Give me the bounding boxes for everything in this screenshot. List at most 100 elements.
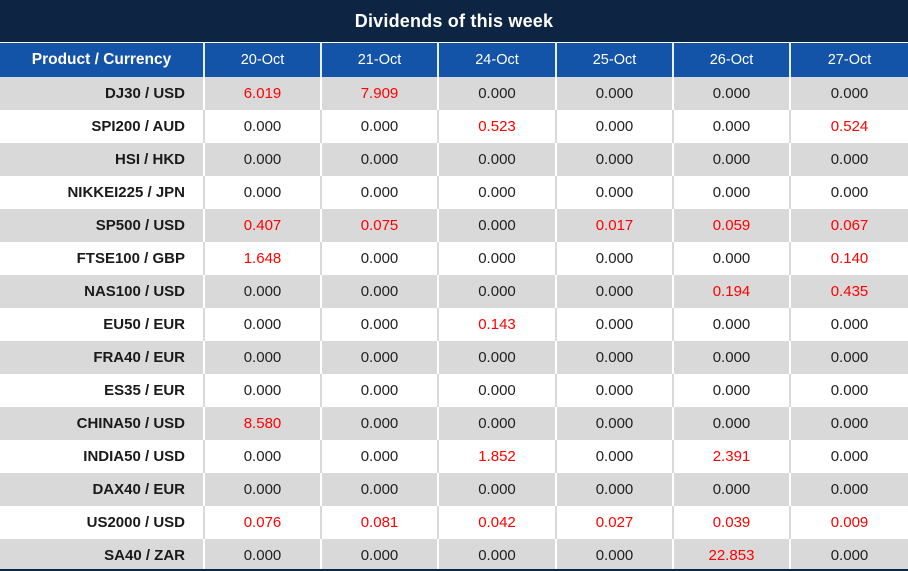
product-cell: EU50 / EUR bbox=[103, 315, 185, 333]
dividend-value-cell: 0.000 bbox=[203, 109, 321, 143]
dividend-value-cell: 0.000 bbox=[789, 142, 908, 176]
dividend-value-cell: 0.000 bbox=[203, 340, 321, 374]
dividend-value-cell: 0.059 bbox=[672, 208, 790, 242]
dividend-value-cell: 0.000 bbox=[555, 76, 673, 110]
dividend-value-cell: 0.000 bbox=[320, 274, 438, 308]
column-header-date: 21-Oct bbox=[320, 42, 438, 77]
dividend-value-cell: 0.009 bbox=[789, 505, 908, 539]
dividend-value-cell: 0.000 bbox=[320, 406, 438, 440]
dividend-value-cell: 0.000 bbox=[320, 241, 438, 275]
dividend-value-cell: 0.000 bbox=[203, 274, 321, 308]
dividend-value-cell: 0.000 bbox=[437, 406, 556, 440]
product-cell: ES35 / EUR bbox=[104, 381, 185, 399]
dividend-value-cell: 0.042 bbox=[437, 505, 556, 539]
dividend-value-cell: 0.000 bbox=[672, 373, 790, 407]
product-cell: FRA40 / EUR bbox=[93, 348, 185, 366]
product-cell: DJ30 / USD bbox=[104, 84, 185, 102]
product-cell: DAX40 / EUR bbox=[92, 480, 185, 498]
column-header-date: 20-Oct bbox=[203, 42, 321, 77]
dividend-value-cell: 0.000 bbox=[437, 142, 556, 176]
product-cell: FTSE100 / GBP bbox=[76, 249, 185, 267]
dividend-value-cell: 0.000 bbox=[555, 175, 673, 209]
title-bar: Dividends of this week bbox=[0, 0, 908, 42]
table-row: US2000 / USD 0.076 0.081 0.042 0.027 0.039 0.0… bbox=[0, 505, 908, 539]
table-row: DJ30 / USD 6.019 7.909 0.000 0.000 0.000 0.000 bbox=[0, 76, 908, 110]
header-row: Product / Currency 20-Oct 21-Oct 24-Oct 25-O… bbox=[0, 42, 908, 77]
dividend-value-cell: 0.000 bbox=[789, 373, 908, 407]
dividend-value-cell: 0.000 bbox=[555, 307, 673, 341]
dividend-value-cell: 0.000 bbox=[789, 538, 908, 569]
column-header-date: 25-Oct bbox=[555, 42, 673, 77]
page-title: Dividends of this week bbox=[354, 10, 554, 31]
dividends-table: Product / Currency 20-Oct 21-Oct 24-Oct 25-O… bbox=[0, 42, 908, 569]
dividend-value-cell: 0.523 bbox=[437, 109, 556, 143]
dividend-value-cell: 0.000 bbox=[555, 439, 673, 473]
dividend-value-cell: 1.852 bbox=[437, 439, 556, 473]
dividend-value-cell: 0.194 bbox=[672, 274, 790, 308]
dividend-value-cell: 0.000 bbox=[203, 307, 321, 341]
dividend-value-cell: 0.000 bbox=[437, 175, 556, 209]
dividend-value-cell: 0.000 bbox=[555, 538, 673, 569]
product-cell: HSI / HKD bbox=[114, 150, 185, 168]
dividend-value-cell: 0.000 bbox=[672, 307, 790, 341]
dividend-value-cell: 0.000 bbox=[789, 76, 908, 110]
dividend-value-cell: 0.076 bbox=[203, 505, 321, 539]
dividend-value-cell: 0.000 bbox=[789, 340, 908, 374]
dividend-value-cell: 0.000 bbox=[203, 538, 321, 569]
dividend-value-cell: 0.000 bbox=[789, 472, 908, 506]
product-cell: CHINA50 / USD bbox=[76, 414, 185, 432]
product-cell: NAS100 / USD bbox=[84, 282, 185, 300]
dividend-value-cell: 0.067 bbox=[789, 208, 908, 242]
dividend-value-cell: 0.000 bbox=[789, 439, 908, 473]
dividend-value-cell: 0.000 bbox=[672, 76, 790, 110]
table-row: EU50 / EUR 0.000 0.000 0.143 0.000 0.000 0.000 bbox=[0, 307, 908, 341]
dividend-value-cell: 0.140 bbox=[789, 241, 908, 275]
dividend-value-cell: 22.853 bbox=[672, 538, 790, 569]
dividend-value-cell: 0.000 bbox=[320, 142, 438, 176]
dividend-value-cell: 0.000 bbox=[672, 472, 790, 506]
dividend-value-cell: 0.000 bbox=[555, 340, 673, 374]
dividend-value-cell: 0.143 bbox=[437, 307, 556, 341]
column-header-product: Product / Currency bbox=[0, 42, 204, 77]
dividend-value-cell: 0.524 bbox=[789, 109, 908, 143]
dividend-value-cell: 6.019 bbox=[203, 76, 321, 110]
dividend-value-cell: 0.000 bbox=[555, 472, 673, 506]
column-header-date: 26-Oct bbox=[672, 42, 790, 77]
dividend-value-cell: 0.000 bbox=[789, 406, 908, 440]
dividend-value-cell: 0.000 bbox=[437, 274, 556, 308]
dividend-value-cell: 0.000 bbox=[437, 373, 556, 407]
dividend-value-cell: 0.000 bbox=[672, 340, 790, 374]
dividend-value-cell: 0.000 bbox=[789, 307, 908, 341]
dividend-value-cell: 0.000 bbox=[320, 538, 438, 569]
product-cell: SPI200 / AUD bbox=[91, 117, 185, 135]
table-row: NAS100 / USD 0.000 0.000 0.000 0.000 0.194 0.4… bbox=[0, 274, 908, 308]
product-cell: SP500 / USD bbox=[95, 216, 185, 234]
dividend-value-cell: 0.000 bbox=[437, 538, 556, 569]
dividend-value-cell: 0.000 bbox=[203, 373, 321, 407]
dividend-value-cell: 0.000 bbox=[320, 472, 438, 506]
table-row: SPI200 / AUD 0.000 0.000 0.523 0.000 0.000 0.5… bbox=[0, 109, 908, 143]
table-row: CHINA50 / USD 8.580 0.000 0.000 0.000 0.000 0.… bbox=[0, 406, 908, 440]
table-row: SA40 / ZAR 0.000 0.000 0.000 0.000 22.853 0.00… bbox=[0, 538, 908, 569]
table-row: DAX40 / EUR 0.000 0.000 0.000 0.000 0.000 0.00… bbox=[0, 472, 908, 506]
dividend-value-cell: 0.000 bbox=[672, 406, 790, 440]
table-row: HSI / HKD 0.000 0.000 0.000 0.000 0.000 0.000 bbox=[0, 142, 908, 176]
dividend-value-cell: 0.039 bbox=[672, 505, 790, 539]
table-row: ES35 / EUR 0.000 0.000 0.000 0.000 0.000 0.000 bbox=[0, 373, 908, 407]
dividend-value-cell: 0.000 bbox=[320, 109, 438, 143]
dividend-value-cell: 0.000 bbox=[789, 175, 908, 209]
table-row: NIKKEI225 / JPN 0.000 0.000 0.000 0.000 0.000… bbox=[0, 175, 908, 209]
dividend-value-cell: 0.081 bbox=[320, 505, 438, 539]
dividend-value-cell: 0.000 bbox=[437, 241, 556, 275]
dividend-value-cell: 0.000 bbox=[203, 142, 321, 176]
dividend-value-cell: 2.391 bbox=[672, 439, 790, 473]
dividend-value-cell: 0.000 bbox=[203, 439, 321, 473]
dividend-value-cell: 8.580 bbox=[203, 406, 321, 440]
dividend-value-cell: 0.000 bbox=[320, 439, 438, 473]
dividend-value-cell: 0.000 bbox=[555, 109, 673, 143]
dividend-value-cell: 0.000 bbox=[672, 142, 790, 176]
dividend-value-cell: 0.075 bbox=[320, 208, 438, 242]
dividend-value-cell: 0.000 bbox=[555, 241, 673, 275]
dividend-value-cell: 0.000 bbox=[555, 373, 673, 407]
